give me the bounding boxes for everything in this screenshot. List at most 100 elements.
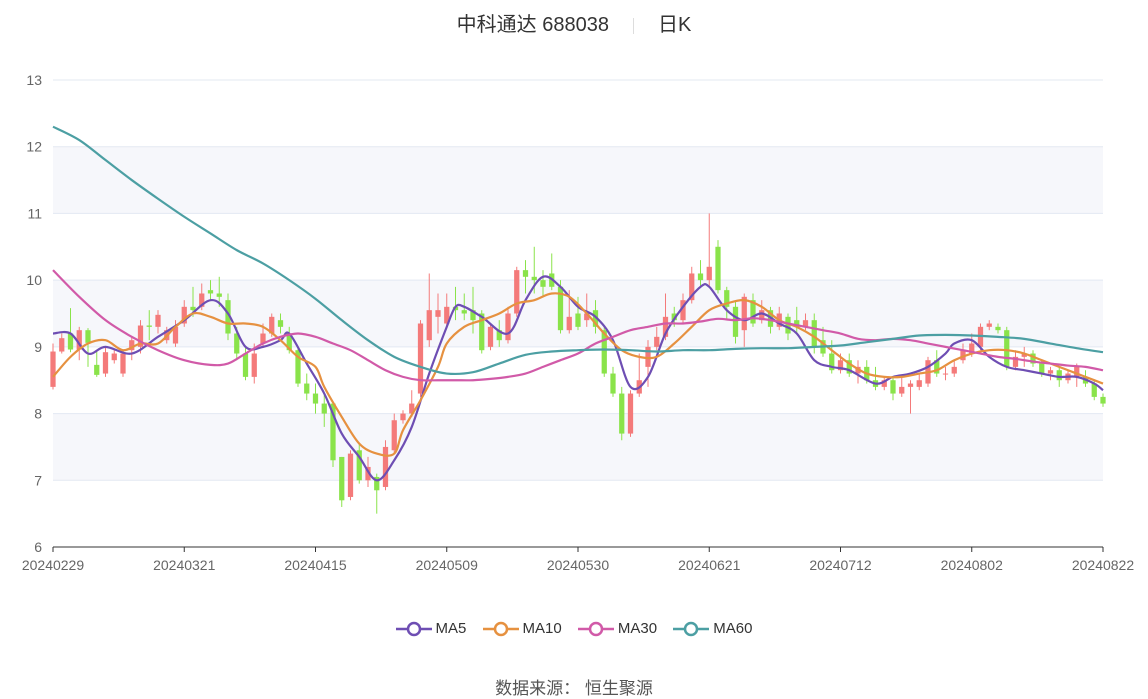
x-tick-label: 20240712 [809,557,872,573]
x-tick-label: 20240415 [284,557,347,573]
candle-body [1021,353,1027,357]
period-label: 日K [657,14,692,36]
legend-marker-ma5 [395,621,432,636]
line-ma10 [52,292,1104,457]
candle-body [995,326,1001,331]
candle-body [986,323,992,327]
candle-body [391,420,397,451]
candle-body [846,360,852,374]
candle-body [1039,363,1045,374]
candle-body [1012,356,1019,367]
candle-body [111,353,117,361]
legend-marker-ma30 [577,621,614,636]
candle-body [575,313,581,327]
legend-item-ma60[interactable]: MA60 [673,620,752,637]
candle-body [400,413,406,421]
candle-body [531,276,537,281]
candle-body [732,306,739,337]
candle-body [505,313,511,341]
stock-name-code: 中科通达 688038 [456,14,609,36]
candle-body [1047,370,1054,374]
y-tick-label: 6 [34,539,42,555]
candle-body [907,383,914,387]
plot-band [53,413,1103,481]
title-separator [632,17,634,34]
candle-body [461,310,467,314]
candle-body [741,296,747,331]
candle-body [94,364,100,375]
candle-body [881,380,887,387]
candle-body [496,330,502,341]
candle-body [619,393,625,434]
y-tick-label: 8 [34,406,42,422]
legend-item-ma10[interactable]: MA10 [482,620,562,637]
y-tick-label: 11 [27,205,42,221]
plot-background [53,146,1103,481]
legend-label-ma5: MA5 [435,620,467,637]
candle-body [794,320,800,327]
candle-body [522,270,529,277]
y-tick-label: 13 [26,72,42,88]
candle-body [155,314,161,327]
candle-body [225,300,231,334]
candle-body [592,310,599,327]
chart-title: 中科通达 688038 日K [0,8,1148,37]
y-tick-label: 9 [34,339,42,355]
line-ma30 [52,269,1104,382]
candle-body [829,353,835,371]
legend-marker-ma10 [482,621,519,636]
candle-body [899,386,905,394]
candle-body [374,476,380,491]
candle-body [295,350,301,384]
legend: MA5 MA10 MA30 MA60 [0,620,1148,641]
candle-body [50,351,56,387]
candle-body [321,403,327,414]
candle-body [190,306,196,311]
candle-body [417,323,424,394]
candle-body [234,333,240,354]
candle-body [85,330,91,343]
candle-body [627,393,634,434]
candle-body [479,313,485,351]
x-tick-label: 20240530 [547,557,610,573]
line-ma60 [52,125,1104,376]
line-ma5 [52,275,1104,482]
x-tick-label: 20240509 [416,557,479,573]
legend-item-ma5[interactable]: MA5 [395,620,467,637]
legend-label-ma10: MA10 [522,620,562,637]
candle-body [426,310,432,341]
candle-body [960,350,966,361]
candle-body [697,273,704,281]
candle-body [890,380,896,394]
candle-body [1100,396,1106,404]
legend-marker-ma60 [673,621,710,636]
candle-body [199,293,205,307]
candle-body [951,366,957,374]
candle-body [470,310,476,321]
candle-body [277,320,284,327]
candle-body [662,316,669,337]
candle-body [557,286,564,331]
candle-body [802,320,809,327]
candle-body [172,326,179,344]
candle-body [487,326,494,347]
candle-body [76,330,82,350]
candle-body [689,273,695,301]
candle-body [540,280,546,287]
candle-body [1030,353,1036,364]
candle-body [207,290,214,294]
candle-body [680,300,686,321]
candle-body [216,293,222,297]
candle-body [610,373,616,394]
moving-average-lines [52,125,1104,482]
candle-body [409,403,415,414]
candle-body [67,333,74,350]
candle-body [435,310,441,317]
candle-body [934,360,940,374]
legend-item-ma30[interactable]: MA30 [577,620,657,637]
candle-body [269,316,275,334]
candle-body [120,353,126,374]
candle-body [1091,383,1097,397]
candle-body [969,343,975,354]
